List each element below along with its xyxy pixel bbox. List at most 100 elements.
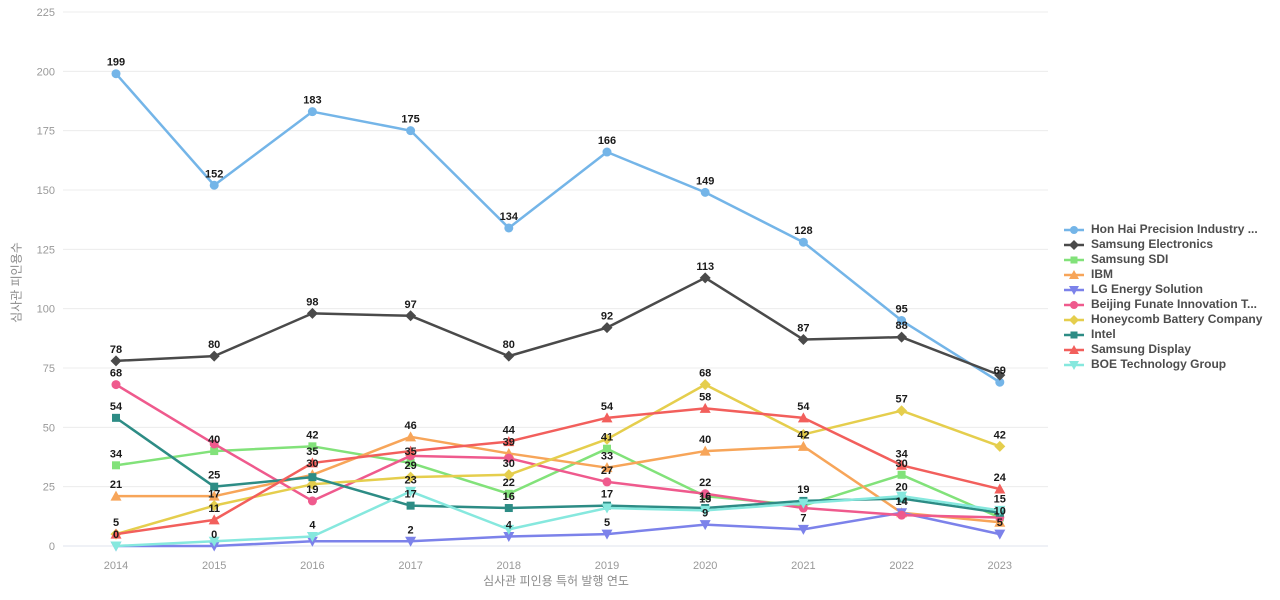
data-point[interactable] xyxy=(601,462,613,473)
data-point[interactable] xyxy=(601,529,613,540)
data-point[interactable] xyxy=(897,510,907,520)
data-point[interactable] xyxy=(208,500,220,512)
legend-item-beijing-funate-innovation-t[interactable]: Beijing Funate Innovation T... xyxy=(1063,297,1262,312)
data-point[interactable] xyxy=(405,310,417,322)
data-point[interactable] xyxy=(308,473,317,482)
data-point[interactable] xyxy=(699,505,711,516)
data-point[interactable] xyxy=(995,377,1005,387)
data-point-label: 19 xyxy=(797,484,809,496)
data-point[interactable] xyxy=(503,350,515,362)
data-point[interactable] xyxy=(994,440,1006,452)
data-point[interactable] xyxy=(797,498,809,509)
data-point[interactable] xyxy=(897,470,906,479)
data-point[interactable] xyxy=(601,412,613,423)
data-point[interactable] xyxy=(504,453,514,463)
data-point[interactable] xyxy=(503,436,515,447)
data-point[interactable] xyxy=(110,355,122,367)
data-point[interactable] xyxy=(208,350,220,362)
data-point[interactable] xyxy=(405,536,417,547)
data-point[interactable] xyxy=(602,477,612,487)
data-point[interactable] xyxy=(307,107,317,117)
data-point[interactable] xyxy=(209,439,219,449)
data-point[interactable] xyxy=(797,440,809,451)
legend-item-ibm[interactable]: IBM xyxy=(1063,267,1262,282)
data-point-label: 58 xyxy=(699,391,711,403)
legend-item-samsung-display[interactable]: Samsung Display xyxy=(1063,342,1262,357)
legend-item-samsung-sdi[interactable]: Samsung SDI xyxy=(1063,252,1262,267)
data-point[interactable] xyxy=(504,223,514,233)
legend-item-honeycomb-battery-company[interactable]: Honeycomb Battery Company xyxy=(1063,312,1262,327)
legend-label: IBM xyxy=(1091,267,1113,281)
data-point[interactable] xyxy=(208,536,220,547)
data-point[interactable] xyxy=(602,147,612,157)
y-tick-label: 50 xyxy=(43,422,55,434)
data-point[interactable] xyxy=(896,331,908,343)
data-point[interactable] xyxy=(797,428,809,440)
data-point[interactable] xyxy=(603,444,611,453)
data-point[interactable] xyxy=(700,187,710,197)
data-point[interactable] xyxy=(994,369,1006,381)
data-point[interactable] xyxy=(405,445,417,456)
legend-item-intel[interactable]: Intel xyxy=(1063,327,1262,342)
data-point[interactable] xyxy=(896,405,908,417)
data-point[interactable] xyxy=(699,520,711,531)
data-point[interactable] xyxy=(306,532,318,543)
data-point[interactable] xyxy=(797,524,809,535)
data-point[interactable] xyxy=(405,486,417,497)
data-point[interactable] xyxy=(504,489,513,498)
data-point[interactable] xyxy=(111,380,121,390)
data-point[interactable] xyxy=(306,478,318,490)
data-point[interactable] xyxy=(699,272,711,284)
data-point[interactable] xyxy=(994,483,1006,494)
data-point-label: 4 xyxy=(506,520,513,532)
data-point[interactable] xyxy=(306,307,318,319)
data-point[interactable] xyxy=(897,316,907,326)
data-point[interactable] xyxy=(112,413,120,422)
data-point[interactable] xyxy=(110,490,122,501)
data-point[interactable] xyxy=(797,334,809,346)
data-point[interactable] xyxy=(503,469,515,481)
x-tick-label: 2023 xyxy=(988,560,1012,572)
data-point[interactable] xyxy=(504,504,513,513)
data-point[interactable] xyxy=(699,402,711,413)
data-point[interactable] xyxy=(994,529,1006,540)
data-point[interactable] xyxy=(896,459,908,470)
data-point[interactable] xyxy=(405,431,417,442)
data-point[interactable] xyxy=(209,180,219,190)
data-point[interactable] xyxy=(503,524,515,535)
data-point[interactable] xyxy=(110,541,122,552)
legend-item-boe-technology-group[interactable]: BOE Technology Group xyxy=(1063,357,1262,372)
series-line-6 xyxy=(114,383,1002,519)
data-point[interactable] xyxy=(601,322,613,334)
data-point[interactable] xyxy=(308,442,317,451)
data-point[interactable] xyxy=(210,482,219,491)
data-point[interactable] xyxy=(699,445,711,456)
data-point[interactable] xyxy=(406,458,415,467)
data-point[interactable] xyxy=(601,433,613,445)
data-point[interactable] xyxy=(896,491,908,502)
data-point[interactable] xyxy=(208,490,220,501)
data-point[interactable] xyxy=(406,126,416,136)
data-point-label: 46 xyxy=(404,420,416,432)
data-point[interactable] xyxy=(405,471,417,483)
legend-item-lg-energy-solution[interactable]: LG Energy Solution xyxy=(1063,282,1262,297)
data-point[interactable] xyxy=(601,503,613,514)
data-point[interactable] xyxy=(797,412,809,423)
data-point[interactable] xyxy=(210,447,219,456)
data-point[interactable] xyxy=(406,501,415,510)
data-point[interactable] xyxy=(110,528,122,539)
data-point[interactable] xyxy=(111,69,121,79)
data-point[interactable] xyxy=(307,496,317,506)
data-point[interactable] xyxy=(700,489,710,499)
data-point[interactable] xyxy=(699,379,711,391)
data-point[interactable] xyxy=(798,237,808,247)
data-point[interactable] xyxy=(208,514,220,525)
data-point[interactable] xyxy=(994,505,1006,516)
data-point[interactable] xyxy=(503,532,515,543)
data-point[interactable] xyxy=(112,461,120,470)
legend-item-samsung-electronics[interactable]: Samsung Electronics xyxy=(1063,237,1262,252)
data-point[interactable] xyxy=(306,457,318,468)
legend-item-hon-hai-precision-industry[interactable]: Hon Hai Precision Industry ... xyxy=(1063,222,1262,237)
data-point-label: 68 xyxy=(699,368,711,380)
